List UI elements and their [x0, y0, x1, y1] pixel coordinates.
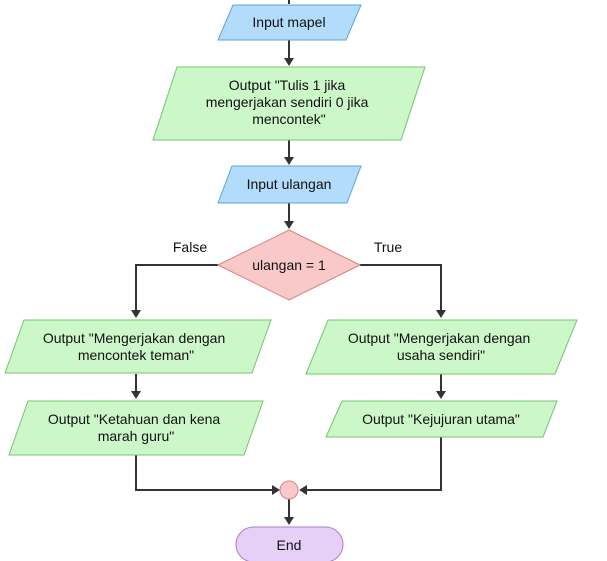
- node-text: Output "Mengerjakan dengan mencontek tem…: [43, 330, 229, 363]
- arrowhead: [436, 391, 446, 399]
- output-shape: [305, 319, 578, 375]
- edge-true-branch: [360, 264, 442, 310]
- node-input-mapel: Input mapel: [217, 4, 362, 41]
- arrowhead: [284, 157, 294, 165]
- true-label: True: [374, 239, 402, 255]
- edge-ketahuan-to-merge: [135, 455, 272, 491]
- node-text: Output "Ketahuan dan kena marah guru": [48, 411, 224, 444]
- arrowhead: [299, 485, 307, 495]
- node-input-ulangan: Input ulangan: [217, 165, 362, 204]
- node-text: Input mapel: [252, 14, 325, 30]
- input-shape: [217, 165, 362, 204]
- input-shape: [217, 4, 362, 41]
- arrowhead: [131, 391, 141, 399]
- node-text: Output "Kejujuran utama": [362, 411, 520, 427]
- output-shape: [4, 319, 272, 374]
- node-end: End: [235, 526, 344, 561]
- merge-connector: [279, 480, 299, 500]
- output-shape: [152, 66, 426, 141]
- end-shape: [235, 526, 344, 561]
- edge-false-branch: [135, 264, 218, 310]
- arrowhead: [284, 517, 294, 525]
- arrowhead: [284, 221, 294, 229]
- edges: [131, 0, 446, 525]
- node-output-ketahuan: Output "Ketahuan dan kena marah guru": [8, 400, 264, 456]
- arrowhead: [284, 58, 294, 66]
- arrowhead: [131, 310, 141, 318]
- node-text: Input ulangan: [247, 176, 332, 192]
- node-text: End: [277, 537, 302, 553]
- node-output-mencontek: Output "Mengerjakan dengan mencontek tem…: [4, 319, 272, 374]
- false-label: False: [173, 239, 207, 255]
- node-text: Output "Mengerjakan dengan usaha sendiri…: [348, 330, 534, 363]
- arrowhead: [272, 485, 280, 495]
- output-shape: [325, 400, 558, 438]
- node-decision: ulangan = 1: [216, 229, 362, 301]
- decision-shape: [216, 229, 362, 301]
- node-text: Output "Tulis 1 jika mengerjakan sendiri…: [206, 77, 373, 127]
- output-shape: [8, 400, 264, 456]
- node-text: ulangan = 1: [252, 257, 326, 273]
- node-output-usaha: Output "Mengerjakan dengan usaha sendiri…: [305, 319, 578, 375]
- arrowhead: [436, 310, 446, 318]
- edge-kejujuran-to-merge: [307, 437, 442, 491]
- node-output-kejujuran: Output "Kejujuran utama": [325, 400, 558, 438]
- node-output-tulis: Output "Tulis 1 jika mengerjakan sendiri…: [152, 66, 426, 141]
